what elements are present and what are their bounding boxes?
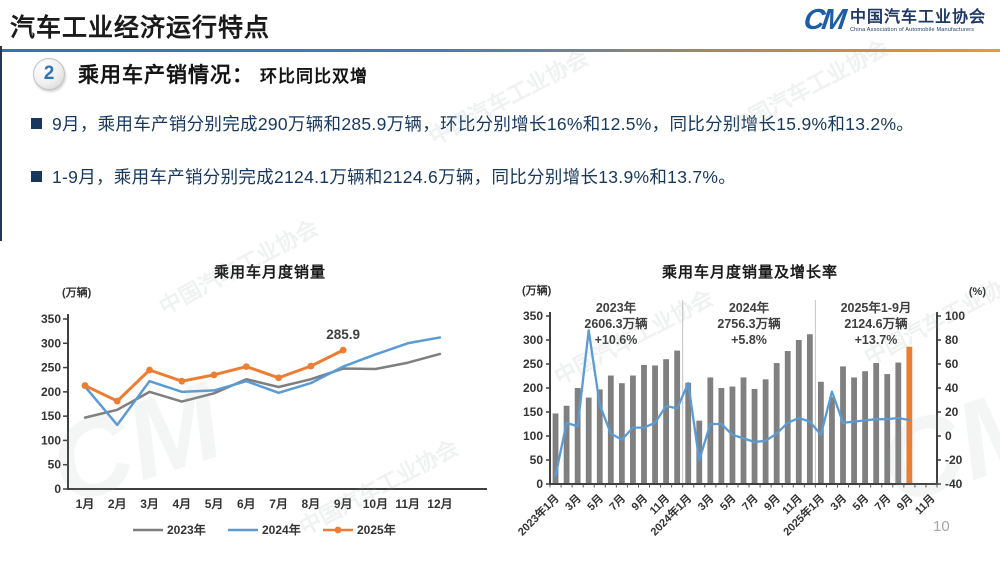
svg-text:2024年: 2024年	[729, 300, 770, 315]
svg-text:9月: 9月	[629, 492, 650, 513]
page-title: 汽车工业经济运行特点	[10, 14, 271, 42]
svg-text:3月: 3月	[695, 492, 716, 513]
svg-text:5月: 5月	[585, 492, 606, 513]
section-number-badge: 2	[33, 58, 65, 90]
svg-text:3月: 3月	[828, 492, 849, 513]
svg-text:150: 150	[41, 409, 61, 423]
svg-text:9月: 9月	[894, 492, 915, 513]
bullet-item: 9月，乘用车产销分别完成290万辆和285.9万辆，环比分别增长16%和12.5…	[31, 109, 926, 139]
bullet-square-icon	[31, 171, 42, 182]
svg-text:7月: 7月	[269, 497, 288, 511]
chart2-plot: 0 50 100 150 200 250 300 350 -40 -20 0 20 40 60 80 100 2…	[515, 300, 965, 538]
svg-text:2756.3万辆: 2756.3万辆	[717, 316, 781, 331]
svg-text:2024年: 2024年	[262, 522, 301, 537]
chart2-right-unit-label: (%)	[968, 286, 986, 298]
svg-text:5月: 5月	[850, 492, 871, 513]
svg-text:2023年: 2023年	[167, 522, 206, 537]
svg-text:4月: 4月	[172, 497, 191, 511]
svg-text:8月: 8月	[302, 497, 321, 511]
svg-text:2月: 2月	[108, 497, 127, 511]
svg-text:5月: 5月	[717, 492, 738, 513]
chart1-plot: 0 50 100 150 200 250 300 350 1月 2月 3月 4月 5月 6月 7月 8月 9月 1…	[41, 312, 487, 537]
svg-text:200: 200	[523, 381, 543, 395]
svg-text:2124.6万辆: 2124.6万辆	[844, 316, 908, 331]
svg-text:285.9: 285.9	[326, 327, 360, 342]
svg-text:12月: 12月	[427, 497, 452, 511]
svg-text:150: 150	[523, 405, 543, 419]
chart2-title: 乘用车月度销量及增长率	[661, 264, 838, 281]
section-header: 2 乘用车产销情况： 环比同比双增	[33, 58, 368, 90]
svg-text:250: 250	[523, 357, 543, 371]
svg-text:1月: 1月	[76, 497, 95, 511]
svg-text:11月: 11月	[395, 497, 420, 511]
svg-text:300: 300	[41, 336, 61, 350]
svg-text:3月: 3月	[140, 497, 159, 511]
section-title: 乘用车产销情况：	[78, 64, 254, 87]
svg-text:+13.7%: +13.7%	[855, 333, 898, 347]
monthly-sales-growth-chart: 乘用车月度销量及增长率 (万辆) (%) 0 50 100 150 200 250 300 3…	[500, 256, 1000, 556]
svg-text:0: 0	[54, 482, 61, 496]
chart2-left-unit-label: (万辆)	[522, 285, 552, 297]
svg-text:40: 40	[945, 381, 959, 395]
svg-text:+5.8%: +5.8%	[731, 333, 767, 347]
caam-cm-icon: CM	[801, 4, 846, 36]
svg-text:9月: 9月	[334, 497, 353, 511]
bullet-text: 9月，乘用车产销分别完成290万辆和285.9万辆，环比分别增长16%和12.5…	[52, 114, 915, 134]
page-number: 10	[933, 518, 950, 535]
svg-text:60: 60	[945, 357, 959, 371]
svg-text:200: 200	[41, 385, 61, 399]
chart1-unit-label: (万辆)	[62, 287, 92, 299]
section-subtitle: 环比同比双增	[260, 66, 368, 86]
svg-text:100: 100	[945, 309, 965, 323]
bullet-list: 9月，乘用车产销分别完成290万辆和285.9万辆，环比分别增长16%和12.5…	[31, 109, 926, 215]
svg-text:2606.3万辆: 2606.3万辆	[584, 316, 648, 331]
svg-text:2025年: 2025年	[357, 522, 396, 537]
left-edge-accent	[0, 46, 2, 241]
svg-text:80: 80	[945, 333, 959, 347]
svg-text:300: 300	[523, 333, 543, 347]
svg-text:7月: 7月	[607, 492, 628, 513]
svg-text:5月: 5月	[205, 497, 224, 511]
svg-text:100: 100	[523, 429, 543, 443]
svg-text:7月: 7月	[739, 492, 760, 513]
svg-text:0: 0	[945, 429, 952, 443]
title-divider	[0, 49, 1000, 52]
logo-name-cn: 中国汽车工业协会	[849, 8, 986, 26]
svg-text:7月: 7月	[872, 492, 893, 513]
svg-text:2025年1-9月: 2025年1-9月	[841, 300, 912, 315]
svg-text:350: 350	[41, 312, 61, 326]
svg-text:6月: 6月	[237, 497, 256, 511]
bullet-square-icon	[31, 118, 42, 129]
svg-text:3月: 3月	[562, 492, 583, 513]
svg-text:350: 350	[523, 309, 543, 323]
svg-text:-40: -40	[945, 477, 963, 491]
svg-text:-20: -20	[945, 453, 963, 467]
caam-logo: CM 中国汽车工业协会 China Association of Automob…	[801, 4, 986, 36]
svg-text:10月: 10月	[363, 497, 388, 511]
svg-text:2023年1月: 2023年1月	[515, 491, 562, 538]
chart1-title: 乘用车月度销量	[213, 264, 326, 281]
monthly-sales-line-chart: 乘用车月度销量 (万辆) 0 50 100 150 200 250 300 350 1月 2月 3月…	[40, 256, 500, 556]
svg-text:50: 50	[48, 458, 62, 472]
svg-text:2023年: 2023年	[596, 300, 637, 315]
svg-text:+10.6%: +10.6%	[595, 333, 638, 347]
svg-text:100: 100	[41, 433, 61, 447]
svg-text:0: 0	[536, 477, 543, 491]
svg-text:50: 50	[530, 453, 544, 467]
logo-name-en: China Association of Automobile Manufact…	[849, 27, 975, 34]
bullet-text: 1-9月，乘用车产销分别完成2124.1万辆和2124.6万辆，同比分别增长13…	[52, 167, 737, 187]
svg-text:20: 20	[945, 405, 959, 419]
svg-text:11月: 11月	[912, 492, 937, 517]
svg-text:9月: 9月	[761, 492, 782, 513]
bullet-item: 1-9月，乘用车产销分别完成2124.1万辆和2124.6万辆，同比分别增长13…	[31, 162, 926, 192]
svg-text:250: 250	[41, 361, 61, 375]
